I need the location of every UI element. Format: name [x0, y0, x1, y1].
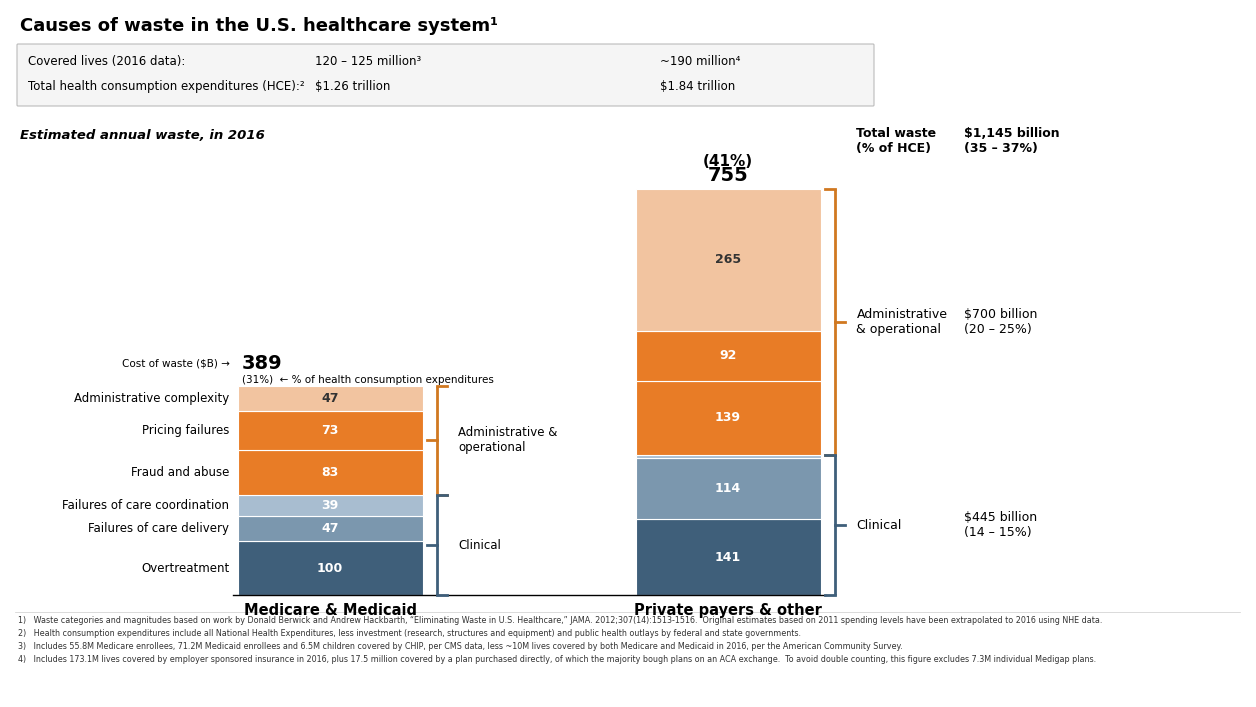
Text: 114: 114	[715, 482, 741, 495]
Bar	[636, 380, 820, 455]
Text: $1.26 trillion: $1.26 trillion	[315, 80, 391, 93]
Text: 1)   Waste categories and magnitudes based on work by Donald Berwick and Andrew : 1) Waste categories and magnitudes based…	[18, 616, 1103, 625]
Bar	[237, 542, 422, 595]
Text: ~190 million⁴: ~190 million⁴	[659, 55, 740, 68]
Text: 47: 47	[322, 392, 339, 405]
Text: (41%): (41%)	[703, 153, 754, 169]
Text: Clinical: Clinical	[857, 519, 902, 532]
Bar	[636, 331, 820, 380]
Text: Pricing failures: Pricing failures	[142, 424, 230, 438]
Text: (31%)  ← % of health consumption expenditures: (31%) ← % of health consumption expendit…	[241, 375, 494, 385]
Text: Administrative
& operational: Administrative & operational	[857, 308, 947, 336]
Text: 4)   Includes 173.1M lives covered by employer sponsored insurance in 2016, plus: 4) Includes 173.1M lives covered by empl…	[18, 655, 1096, 664]
Text: $1,145 billion
(35 – 37%): $1,145 billion (35 – 37%)	[965, 127, 1060, 155]
Text: 3)   Includes 55.8M Medicare enrollees, 71.2M Medicaid enrollees and 6.5M childr: 3) Includes 55.8M Medicare enrollees, 71…	[18, 642, 903, 651]
Text: Total health consumption expenditures (HCE):²: Total health consumption expenditures (H…	[28, 80, 305, 93]
Text: $445 billion
(14 – 15%): $445 billion (14 – 15%)	[965, 511, 1037, 539]
Bar	[636, 455, 820, 458]
Text: Overtreatment: Overtreatment	[141, 561, 230, 575]
Text: Failures of care delivery: Failures of care delivery	[88, 522, 230, 535]
Text: 141: 141	[715, 551, 741, 563]
Text: Medicare & Medicaid: Medicare & Medicaid	[244, 603, 417, 618]
Text: Administrative complexity: Administrative complexity	[74, 392, 230, 405]
Bar	[237, 495, 422, 516]
Text: Failures of care coordination: Failures of care coordination	[63, 499, 230, 512]
Bar	[636, 519, 820, 595]
Text: $1.84 trillion: $1.84 trillion	[659, 80, 735, 93]
FancyBboxPatch shape	[18, 44, 874, 106]
Text: $700 billion
(20 – 25%): $700 billion (20 – 25%)	[965, 308, 1037, 336]
Text: 39: 39	[322, 499, 339, 512]
Bar	[636, 458, 820, 519]
Text: 139: 139	[715, 411, 741, 424]
Text: 389: 389	[241, 354, 283, 373]
Text: 265: 265	[715, 253, 741, 267]
Text: Estimated annual waste, in 2016: Estimated annual waste, in 2016	[20, 129, 265, 142]
Bar	[237, 386, 422, 411]
Text: Cost of waste ($B) →: Cost of waste ($B) →	[122, 359, 230, 369]
Text: 73: 73	[322, 424, 339, 438]
Text: Covered lives (2016 data):: Covered lives (2016 data):	[28, 55, 186, 68]
Bar	[237, 516, 422, 542]
Text: Total waste
(% of HCE): Total waste (% of HCE)	[857, 127, 937, 155]
Bar	[237, 450, 422, 495]
Text: Clinical: Clinical	[458, 539, 501, 551]
Text: Causes of waste in the U.S. healthcare system¹: Causes of waste in the U.S. healthcare s…	[20, 17, 497, 35]
Text: 120 – 125 million³: 120 – 125 million³	[315, 55, 421, 68]
Text: 2)   Health consumption expenditures include all National Health Expenditures, l: 2) Health consumption expenditures inclu…	[18, 629, 801, 638]
Text: 100: 100	[317, 561, 343, 575]
Text: Private payers & other: Private payers & other	[634, 603, 821, 618]
Text: Administrative &
operational: Administrative & operational	[458, 426, 558, 455]
Text: 47: 47	[322, 522, 339, 535]
Text: 83: 83	[322, 466, 339, 479]
Bar	[237, 411, 422, 450]
Text: Fraud and abuse: Fraud and abuse	[131, 466, 230, 479]
Text: 755: 755	[707, 165, 749, 185]
Bar	[636, 189, 820, 331]
Text: 92: 92	[720, 349, 737, 362]
